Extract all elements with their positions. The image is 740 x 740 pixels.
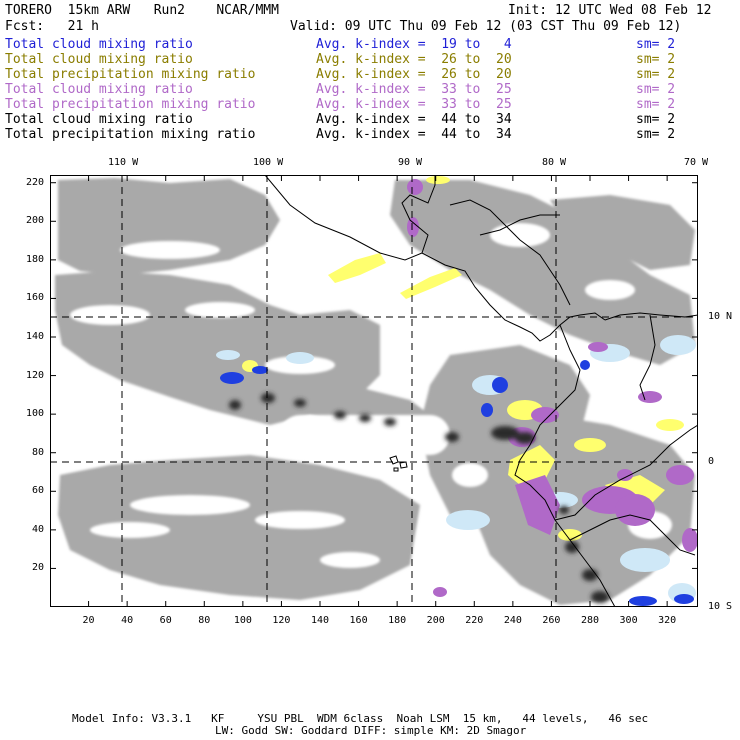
- y-tick-label: 40: [31, 523, 44, 535]
- y-tick-label: 180: [25, 253, 44, 265]
- x-tick-label: 200: [426, 615, 445, 626]
- x-tick-label: 20: [82, 615, 95, 626]
- legend-smoothing: sm= 2: [636, 52, 676, 67]
- legend-field: Total precipitation mixing ratio: [5, 97, 256, 112]
- model-title: TORERO 15km ARW Run2 NCAR/MMM: [5, 3, 279, 18]
- x-tick-label: 120: [272, 615, 291, 626]
- x-tick-label: 260: [542, 615, 561, 626]
- precip-field-yellow: [242, 176, 684, 541]
- legend-smoothing: sm= 2: [636, 67, 676, 82]
- longitude-label: 110 W: [108, 157, 139, 168]
- x-tick-label: 300: [619, 615, 638, 626]
- cloud-gaps: [70, 223, 672, 568]
- x-tick-label: 80: [198, 615, 211, 626]
- longitude-label: 70 W: [684, 157, 709, 168]
- y-tick-label: 80: [31, 446, 44, 458]
- x-tick-label: 140: [310, 615, 330, 626]
- legend-k-index: Avg. k-index = 33 to 25: [316, 97, 512, 112]
- y-tick-label: 20: [31, 562, 44, 574]
- legend-field: Total cloud mixing ratio: [5, 37, 193, 52]
- forecast-hour: Fcst: 21 h: [5, 19, 99, 34]
- legend-k-index: Avg. k-index = 19 to 4: [316, 37, 512, 52]
- legend-field: Total precipitation mixing ratio: [5, 127, 256, 142]
- latitude-label: 0: [708, 456, 715, 467]
- legend-field: Total cloud mixing ratio: [5, 52, 193, 67]
- legend-field: Total precipitation mixing ratio: [5, 67, 256, 82]
- legend-smoothing: sm= 2: [636, 37, 676, 52]
- y-tick-label: 140: [25, 331, 44, 342]
- x-tick-label: 180: [388, 615, 407, 626]
- y-tick-label: 200: [25, 215, 44, 227]
- map-border: [50, 175, 698, 607]
- x-tick-label: 60: [159, 615, 172, 626]
- y-tick-label: 60: [31, 485, 44, 497]
- legend-k-index: Avg. k-index = 44 to 34: [316, 112, 512, 127]
- legend-field: Total cloud mixing ratio: [5, 112, 193, 127]
- y-tick-label: 220: [25, 176, 44, 188]
- legend-k-index: Avg. k-index = 26 to 20: [316, 52, 512, 67]
- latitude-label: 10 S: [708, 601, 733, 612]
- map-canvas: [50, 175, 698, 607]
- x-tick-label: 240: [503, 615, 522, 626]
- x-tick-label: 220: [465, 615, 484, 626]
- legend-k-index: Avg. k-index = 33 to 25: [316, 82, 512, 97]
- legend-smoothing: sm= 2: [636, 112, 676, 127]
- longitude-label: 80 W: [542, 157, 567, 168]
- legend-smoothing: sm= 2: [636, 82, 676, 97]
- x-tick-label: 320: [658, 615, 677, 626]
- x-tick-label: 40: [121, 615, 134, 626]
- y-tick-label: 100: [25, 408, 44, 420]
- longitude-label: 90 W: [398, 157, 423, 168]
- x-tick-label: 280: [580, 615, 600, 626]
- legend-field: Total cloud mixing ratio: [5, 82, 193, 97]
- valid-time: Valid: 09 UTC Thu 09 Feb 12 (03 CST Thu …: [290, 19, 682, 34]
- x-tick-label: 160: [349, 615, 368, 626]
- latlon-grid: [50, 175, 698, 607]
- legend-k-index: Avg. k-index = 44 to 34: [316, 127, 512, 142]
- legend-smoothing: sm= 2: [636, 97, 676, 112]
- legend-k-index: Avg. k-index = 26 to 20: [316, 67, 512, 82]
- y-tick-label: 120: [25, 369, 44, 381]
- footer-model-info: Model Info: V3.3.1 KF YSU PBL WDM 6class…: [72, 712, 649, 725]
- legend-smoothing: sm= 2: [636, 127, 676, 142]
- y-tick-label: 160: [25, 292, 44, 304]
- latitude-label: 10 N: [708, 311, 733, 322]
- longitude-label: 100 W: [253, 157, 284, 168]
- x-tick-label: 100: [233, 615, 252, 626]
- cloud-field-blue: [220, 360, 694, 606]
- footer-physics-info: LW: Godd SW: Goddard DIFF: simple KM: 2D…: [215, 724, 527, 737]
- init-time: Init: 12 UTC Wed 08 Feb 12: [508, 3, 712, 18]
